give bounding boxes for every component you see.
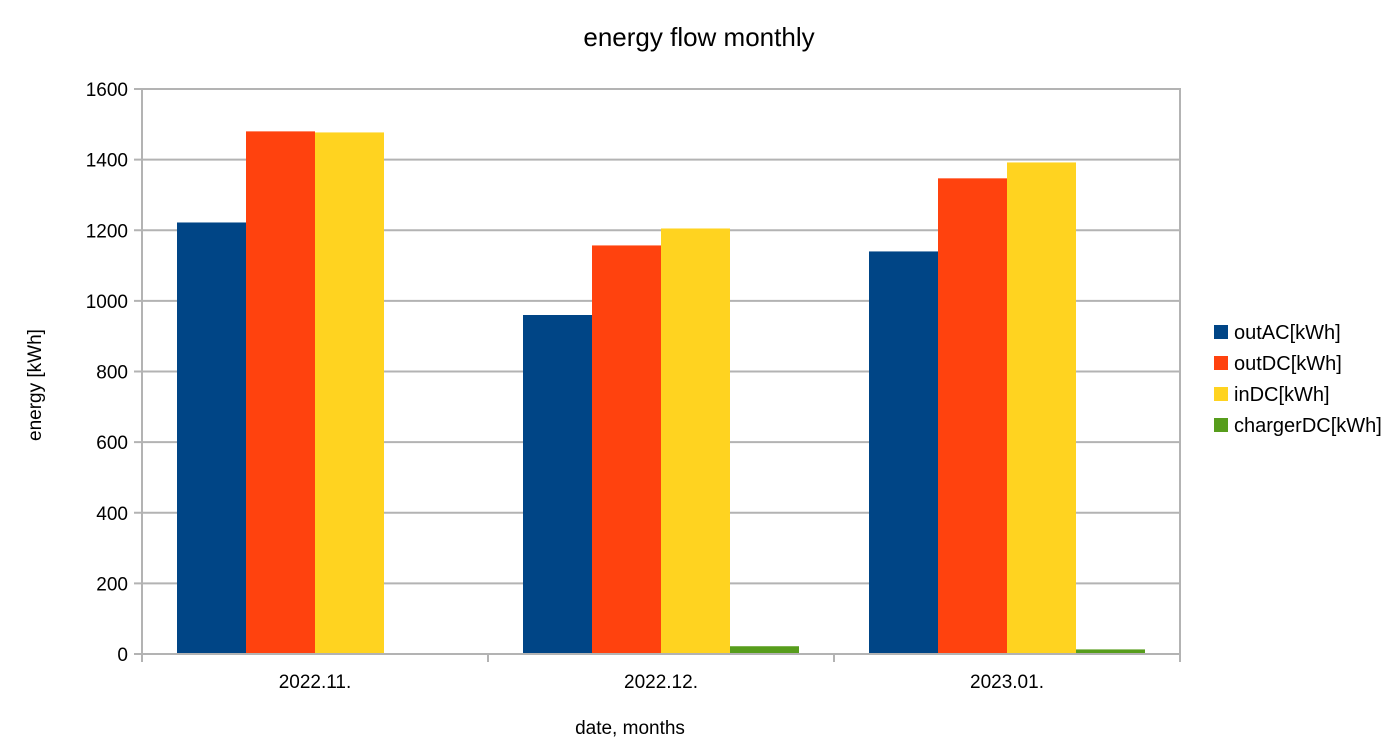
y-tick-label: 1200 (86, 221, 128, 242)
bar-outdckwh-0 (246, 131, 315, 654)
y-tick-label: 200 (96, 574, 128, 595)
bar-outackwh-2 (869, 251, 938, 654)
legend-swatch (1214, 387, 1228, 401)
y-tick-label: 1400 (86, 151, 128, 172)
legend-label: outDC[kWh] (1234, 353, 1342, 375)
legend-label: outAC[kWh] (1234, 322, 1341, 344)
bar-indckwh-2 (1007, 162, 1076, 654)
bar-outdckwh-2 (938, 178, 1007, 654)
y-axis-label: energy [kWh] (25, 329, 46, 441)
y-tick-label: 1600 (86, 80, 128, 101)
legend: outAC[kWh] outDC[kWh] inDC[kWh] chargerDC[k… (1214, 322, 1382, 437)
x-tick-label: 2023.01. (970, 672, 1044, 693)
y-tick-label: 400 (96, 504, 128, 525)
chart-title: energy flow monthly (583, 22, 814, 52)
bars (177, 131, 1145, 654)
bar-chargerdckwh-1 (730, 646, 799, 654)
x-tick-label: 2022.11. (279, 672, 352, 693)
axes (134, 88, 1181, 662)
bar-outackwh-0 (177, 222, 246, 654)
y-tick-label: 600 (96, 433, 128, 454)
legend-swatch (1214, 325, 1228, 339)
x-axis-label: date, months (575, 718, 685, 739)
bar-outdckwh-1 (592, 245, 661, 654)
legend-swatch (1214, 418, 1228, 432)
plot-frame (141, 88, 1181, 655)
legend-label: inDC[kWh] (1234, 384, 1330, 406)
y-tick-label: 0 (117, 645, 128, 666)
y-tick-label: 800 (96, 363, 128, 384)
x-tick-label: 2022.12. (624, 672, 698, 693)
bar-chargerdckwh-2 (1076, 649, 1145, 654)
legend-label: chargerDC[kWh] (1234, 415, 1382, 437)
x-tick-labels: 2022.11. 2022.12. 2023.01. (279, 672, 1044, 693)
y-tick-labels: 0 200 400 600 800 1000 1200 1400 1600 (86, 80, 128, 666)
y-tick-label: 1000 (86, 292, 128, 313)
bar-outackwh-1 (523, 315, 592, 654)
legend-swatch (1214, 356, 1228, 370)
bar-indckwh-0 (315, 132, 384, 654)
bar-indckwh-1 (661, 228, 730, 654)
